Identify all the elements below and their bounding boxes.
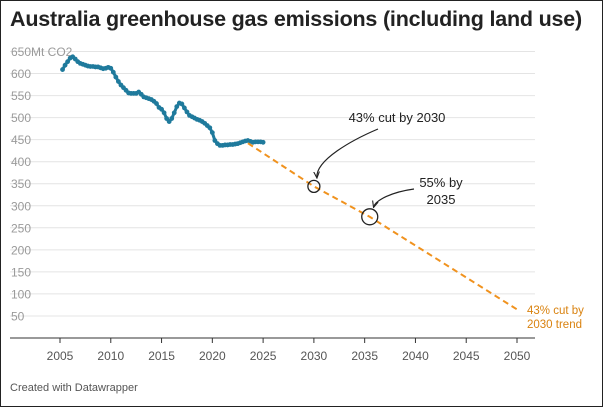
y-tick-label: 50 bbox=[11, 309, 25, 323]
emissions-point bbox=[154, 101, 159, 106]
x-tick-label: 2020 bbox=[199, 349, 226, 363]
annotations: 43% cut by 2030 55% by 2035 43% cut by 2030 … bbox=[307, 110, 584, 331]
x-tick-label: 2025 bbox=[250, 349, 277, 363]
x-tick-label: 2050 bbox=[504, 349, 531, 363]
y-tick-label: 300 bbox=[11, 199, 31, 213]
footer-credit: Created with Datawrapper bbox=[10, 382, 138, 394]
chart-title: Australia greenhouse gas emissions (incl… bbox=[10, 7, 583, 31]
x-tick-label: 2030 bbox=[301, 349, 328, 363]
y-tick-label: 450 bbox=[11, 133, 31, 147]
emissions-point bbox=[169, 116, 175, 121]
series bbox=[60, 54, 518, 311]
trend-end-label: 2030 trend bbox=[527, 319, 582, 331]
emissions-point bbox=[260, 139, 266, 145]
emissions-point bbox=[108, 65, 114, 71]
emissions-point bbox=[159, 106, 164, 112]
target-2035-marker bbox=[361, 208, 379, 226]
annotation-2035-label: 55% by bbox=[419, 175, 463, 190]
annotation-2035-label: 2035 bbox=[427, 192, 456, 207]
emissions-point bbox=[113, 74, 119, 80]
y-tick-label: 500 bbox=[11, 111, 31, 125]
emissions-point bbox=[179, 101, 185, 107]
gridlines: 50 100 150 200 250 300 350 400 450 500 550 600 650Mt… bbox=[10, 45, 535, 323]
y-tick-label: 150 bbox=[11, 265, 31, 279]
x-tick-label: 2005 bbox=[47, 349, 74, 363]
y-tick-label: 100 bbox=[11, 287, 31, 301]
emissions-point bbox=[65, 59, 71, 65]
trend-end-label: 43% cut by bbox=[527, 305, 584, 317]
emissions-point bbox=[184, 109, 190, 115]
annotation-2030-label: 43% cut by 2030 bbox=[349, 110, 446, 125]
emissions-point bbox=[161, 110, 167, 116]
annotation-2030-arrow bbox=[317, 128, 379, 177]
x-tick-label: 2040 bbox=[402, 349, 429, 363]
x-tick-label: 2010 bbox=[97, 349, 124, 363]
annotation-2035-arrow bbox=[374, 188, 415, 207]
emissions-point bbox=[174, 104, 180, 109]
target-2030-marker bbox=[307, 179, 321, 194]
emissions-point bbox=[182, 105, 187, 111]
y-tick-label: 200 bbox=[11, 243, 31, 257]
trend-line bbox=[247, 142, 518, 311]
x-tick-label: 2015 bbox=[148, 349, 175, 363]
y-tick-label: 550 bbox=[11, 89, 31, 103]
x-tick-label: 2045 bbox=[453, 349, 480, 363]
emissions-point bbox=[209, 130, 215, 136]
emissions-point bbox=[110, 69, 116, 75]
emissions-point bbox=[62, 62, 68, 68]
y-unit-label: 650Mt CO2 bbox=[11, 45, 73, 59]
y-tick-label: 350 bbox=[11, 177, 31, 191]
y-tick-label: 250 bbox=[11, 221, 31, 235]
emissions-line bbox=[61, 55, 265, 147]
emissions-point bbox=[115, 79, 121, 84]
y-tick-label: 400 bbox=[11, 155, 31, 169]
y-tick-label: 600 bbox=[11, 67, 31, 81]
x-tick-label: 2035 bbox=[351, 349, 378, 363]
emissions-point bbox=[60, 67, 65, 72]
x-axis: 2005 2010 2015 2020 2025 2030 2035 2040 2045 2050 bbox=[10, 337, 535, 363]
emissions-point bbox=[207, 125, 213, 131]
emissions-point bbox=[171, 110, 177, 116]
